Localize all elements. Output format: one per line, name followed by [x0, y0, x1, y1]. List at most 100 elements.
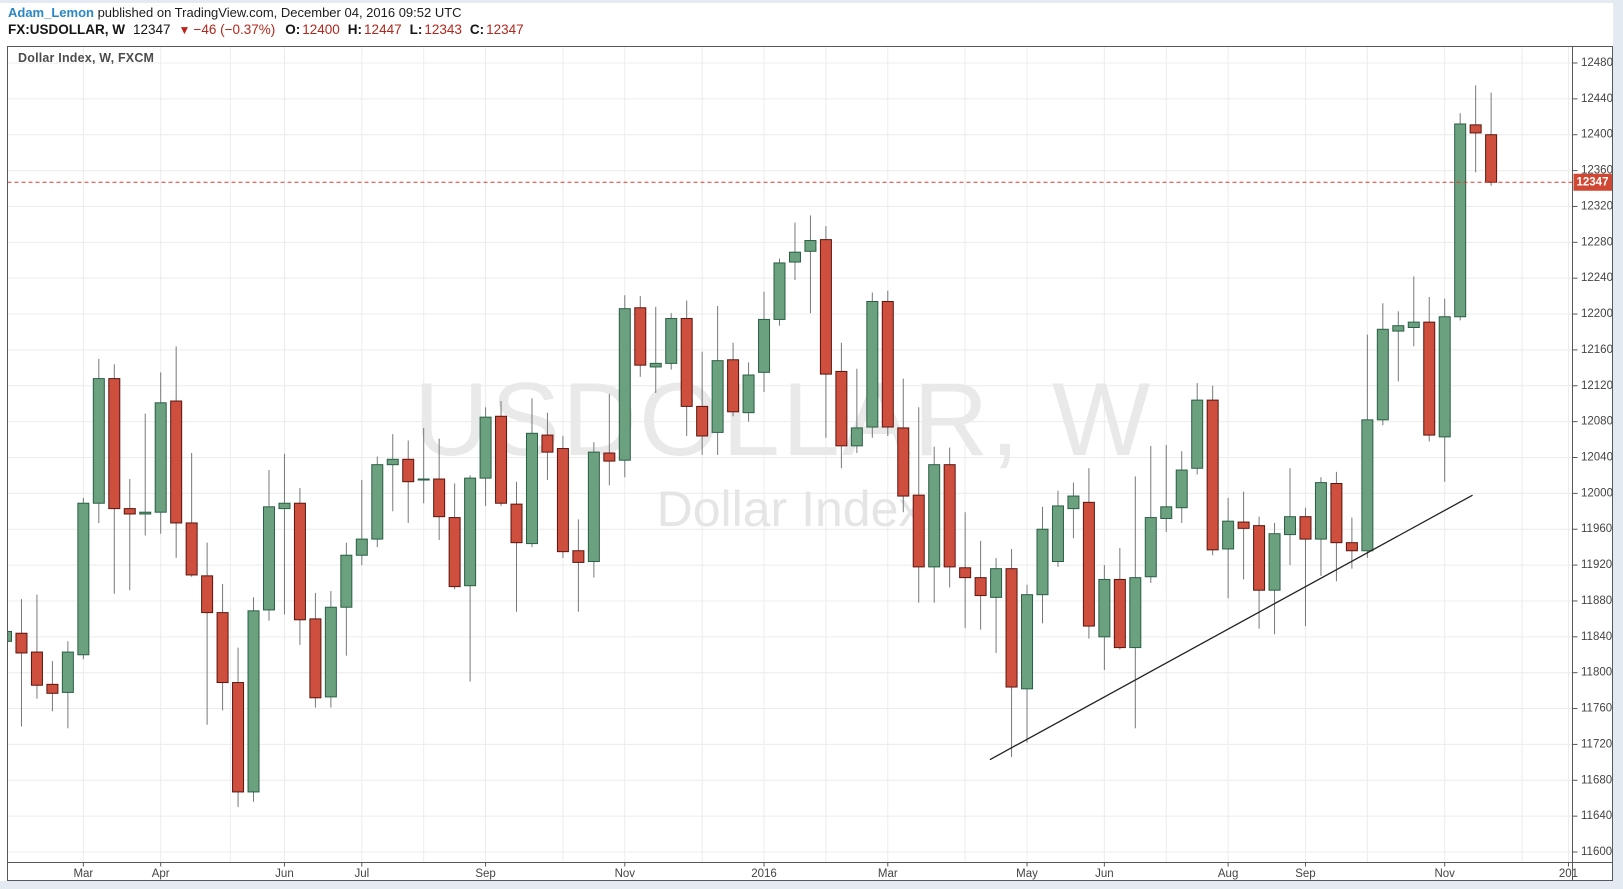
watermark-line2: Dollar Index: [657, 481, 924, 537]
price-tick-label: 11960: [1581, 523, 1612, 535]
page-margin-right: [1613, 0, 1623, 889]
price-change: −46 (−0.37%): [193, 22, 276, 37]
candle-body: [309, 618, 322, 699]
candle-body: [928, 464, 941, 568]
horizontal-gridlines: [7, 62, 1573, 853]
candle-body: [618, 308, 631, 461]
candle-body: [897, 427, 910, 497]
candle-body: [1144, 517, 1157, 578]
candle-body: [727, 359, 740, 413]
candle-body: [170, 400, 183, 524]
candle-body: [247, 610, 260, 793]
candle-body: [1175, 469, 1188, 509]
symbol-name: FX:USDOLLAR, W: [8, 22, 125, 37]
time-tick-label: Nov: [1434, 868, 1455, 880]
candle-body: [1314, 482, 1327, 540]
time-tick-label: Mar: [878, 868, 898, 880]
candle-body: [850, 427, 863, 447]
candle-body: [1438, 316, 1451, 438]
price-tick-label: 12360: [1581, 165, 1613, 177]
candle-body: [1268, 533, 1281, 591]
candle-body: [433, 478, 446, 518]
price-tick-label: 11840: [1581, 631, 1612, 643]
candle-body: [665, 318, 678, 364]
candle-body: [1299, 516, 1312, 540]
candle-body: [587, 451, 600, 563]
price-tick-label: 11680: [1581, 774, 1612, 786]
price-tick-label: 12200: [1581, 308, 1613, 320]
candle-body: [1098, 578, 1111, 638]
candle-body: [1160, 506, 1173, 519]
low-value: 12343: [424, 22, 462, 37]
time-tick-label: Nov: [615, 868, 636, 880]
candle-body: [819, 239, 832, 375]
candle-body: [77, 502, 90, 656]
candle-body: [371, 464, 384, 540]
price-tick-label: 11880: [1581, 595, 1612, 607]
time-tick-label: May: [1016, 868, 1038, 880]
candle-body: [386, 458, 399, 466]
time-tick-label: Sep: [475, 868, 495, 880]
price-tick-label: 12480: [1581, 57, 1613, 69]
low-label: L:: [409, 22, 423, 37]
candle-body: [1021, 594, 1034, 690]
candle-body: [1237, 521, 1250, 529]
candle-body: [603, 452, 616, 462]
publish-byline: Adam_Lemon published on TradingView.com,…: [8, 5, 462, 20]
candle-body: [1392, 325, 1405, 332]
candle-body: [1330, 483, 1343, 544]
price-tick-label: 12040: [1581, 452, 1613, 464]
open-label: O:: [285, 22, 301, 37]
high-label: H:: [347, 22, 363, 37]
candle-body: [788, 251, 801, 263]
price-axis[interactable]: 12480 12440 12400 12360 12320 12280 12240 12200…: [1572, 57, 1613, 858]
candle-body: [881, 300, 894, 428]
candle-body: [1206, 399, 1219, 551]
price-tick-label: 11800: [1581, 667, 1612, 679]
candle-body: [464, 477, 477, 587]
price-tick-label: 11600: [1581, 846, 1612, 858]
chart-frame: [7, 46, 1613, 881]
close-value: 12347: [486, 22, 524, 37]
open-value: 12400: [302, 22, 340, 37]
time-tick-label: Jun: [275, 868, 294, 880]
time-axis[interactable]: Mar Apr Jun Jul Sep Nov 2016 Mar May Jun Aug Sep Nov…: [73, 862, 1578, 881]
price-tick-label: 11920: [1581, 559, 1612, 571]
candle-body: [1113, 578, 1126, 649]
candle-body: [711, 360, 724, 433]
candle-body: [943, 464, 956, 568]
published-text: published on TradingView.com, December 0…: [93, 5, 462, 20]
candles: [7, 85, 1498, 808]
last-price: 12347: [133, 22, 171, 37]
time-tick-label: 201: [1559, 868, 1578, 880]
candle-body: [201, 575, 214, 614]
candle-body: [541, 434, 554, 453]
candle-body: [758, 318, 771, 373]
candle-body: [30, 651, 43, 686]
candle-body: [1129, 577, 1142, 649]
candle-body: [293, 502, 306, 621]
candle-body: [7, 630, 12, 642]
candle-body: [1485, 134, 1498, 183]
time-tick-label: Apr: [152, 868, 170, 880]
trendline[interactable]: [989, 494, 1473, 761]
price-tick-label: 11720: [1581, 738, 1612, 750]
candle-body: [510, 503, 523, 544]
candle-body: [448, 517, 461, 588]
candle-body: [866, 300, 879, 428]
candle-body: [417, 478, 430, 481]
candle-body: [634, 307, 647, 366]
candle-body: [402, 458, 415, 483]
candle-body: [185, 522, 198, 576]
candle-body: [912, 494, 925, 568]
candle-body: [1051, 505, 1064, 563]
candle-body: [525, 432, 538, 545]
candle-body: [649, 362, 662, 368]
author-link[interactable]: Adam_Lemon: [8, 5, 94, 20]
candle-body: [1454, 123, 1467, 318]
candle-body: [742, 374, 755, 414]
candle-body: [959, 567, 972, 579]
candle-body: [355, 538, 368, 556]
time-tick-label: 2016: [751, 868, 777, 880]
price-tick-label: 12400: [1581, 129, 1613, 141]
